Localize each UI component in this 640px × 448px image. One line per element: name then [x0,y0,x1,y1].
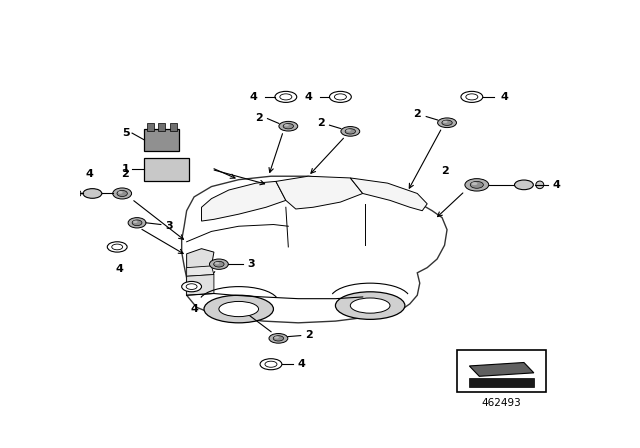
Ellipse shape [466,94,478,100]
Bar [145,129,179,151]
Ellipse shape [346,129,351,132]
Ellipse shape [350,298,390,313]
Polygon shape [202,181,286,221]
Ellipse shape [335,292,405,319]
Ellipse shape [133,220,138,223]
Ellipse shape [465,179,489,191]
Ellipse shape [118,191,123,194]
Text: 4: 4 [190,304,198,314]
Ellipse shape [132,220,142,226]
Text: 2: 2 [317,118,324,128]
Ellipse shape [113,188,132,199]
Ellipse shape [284,124,289,126]
Ellipse shape [536,181,544,189]
Text: 2: 2 [255,112,262,123]
Ellipse shape [470,181,483,188]
Ellipse shape [461,91,483,103]
Text: 4: 4 [304,92,312,102]
Ellipse shape [204,295,273,323]
Text: 2: 2 [121,169,129,180]
Ellipse shape [472,182,477,185]
Ellipse shape [275,91,297,103]
Polygon shape [187,275,214,295]
Ellipse shape [214,261,224,267]
Ellipse shape [330,91,351,103]
Polygon shape [182,176,447,323]
Text: 2: 2 [413,109,421,119]
Ellipse shape [260,359,282,370]
Text: 3: 3 [247,259,255,269]
Ellipse shape [108,242,127,252]
Ellipse shape [273,336,284,341]
Ellipse shape [219,302,259,317]
Text: 4: 4 [86,169,94,180]
Ellipse shape [128,218,146,228]
Ellipse shape [209,259,228,269]
Text: 1: 1 [122,164,129,174]
Bar [170,123,177,130]
Text: 5: 5 [122,128,129,138]
Ellipse shape [186,284,197,289]
Ellipse shape [83,189,102,198]
Ellipse shape [274,336,279,339]
Ellipse shape [74,190,81,197]
Ellipse shape [334,94,346,100]
Ellipse shape [345,129,355,134]
Text: 4: 4 [250,92,257,102]
Text: 2: 2 [305,330,313,340]
Ellipse shape [112,244,123,250]
Text: 3: 3 [166,221,173,231]
Bar [158,123,165,130]
Text: 4: 4 [552,180,560,190]
Ellipse shape [117,190,127,197]
Text: 4: 4 [298,359,306,369]
Polygon shape [469,362,534,376]
Ellipse shape [443,121,447,123]
Polygon shape [187,249,214,271]
Ellipse shape [214,262,220,264]
Ellipse shape [442,120,452,125]
Ellipse shape [283,124,294,129]
Polygon shape [350,178,428,211]
Ellipse shape [182,281,202,292]
Ellipse shape [269,333,288,343]
Polygon shape [276,176,363,209]
Text: 4: 4 [500,92,508,102]
Ellipse shape [438,118,456,128]
Bar [147,123,154,130]
Text: 2: 2 [441,166,449,176]
Bar [457,350,547,392]
Ellipse shape [341,126,360,136]
Polygon shape [187,266,214,276]
Ellipse shape [279,121,298,131]
Text: 4: 4 [116,264,124,274]
Polygon shape [469,378,534,387]
Ellipse shape [515,180,533,190]
Text: 462493: 462493 [482,398,522,408]
Bar [145,158,189,181]
Ellipse shape [280,94,292,100]
Ellipse shape [265,361,277,367]
